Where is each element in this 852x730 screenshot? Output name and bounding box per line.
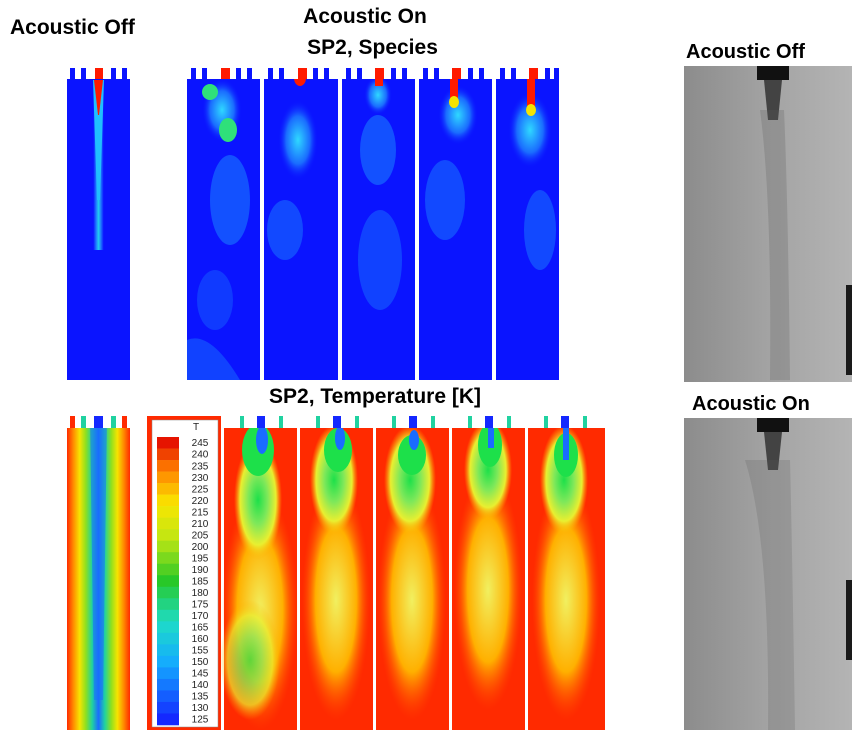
colorbar-swatch	[157, 678, 179, 691]
colorbar-tick-label: 200	[192, 542, 209, 553]
colorbar-swatch	[157, 460, 179, 472]
colorbar-swatch	[157, 655, 179, 668]
photo-acoustic-on-label: Acoustic On	[692, 393, 810, 415]
colorbar-tick-label: 195	[192, 553, 209, 564]
colorbar-swatch	[157, 471, 179, 484]
colorbar-tick-label: 215	[192, 507, 209, 518]
colorbar-swatch	[157, 644, 179, 657]
colorbar-swatch	[157, 540, 179, 553]
species-acoustic-off-panel	[67, 68, 130, 380]
colorbar-swatch	[157, 483, 179, 495]
colorbar-tick-label: 155	[192, 646, 209, 657]
colorbar-swatch	[157, 667, 179, 680]
temperature-acoustic-off-panel	[67, 416, 130, 730]
colorbar-tick-label: 205	[192, 530, 209, 541]
colorbar-swatch	[157, 690, 179, 703]
colorbar-tick-label: 225	[192, 484, 209, 495]
colorbar-swatch	[157, 632, 179, 645]
colorbar-tick-label: 245	[192, 438, 209, 449]
colorbar-tick-label: 175	[192, 599, 209, 610]
colorbar-tick-label: 230	[192, 473, 209, 484]
colorbar-title: T	[193, 422, 199, 433]
colorbar-tick-label: 150	[192, 657, 209, 668]
temperature-acoustic-on-panels: T 24524023523022522021521020520019519018…	[147, 416, 605, 730]
colorbar-swatch	[157, 552, 179, 565]
species-title: SP2, Species	[307, 36, 438, 59]
photo-acoustic-off-label: Acoustic Off	[686, 41, 805, 63]
acoustic-on-title: Acoustic On	[303, 5, 427, 28]
colorbar-swatch	[157, 598, 179, 611]
colorbar-swatch	[157, 713, 179, 726]
colorbar-tick-label: 130	[192, 703, 209, 714]
colorbar-swatch	[157, 529, 179, 541]
colorbar-swatch	[157, 563, 179, 576]
photo-acoustic-on	[684, 418, 852, 730]
colorbar-tick-label: 170	[192, 611, 209, 622]
colorbar-swatch	[157, 448, 179, 461]
colorbar-tick-label: 125	[192, 715, 209, 726]
colorbar-swatch	[157, 506, 179, 518]
colorbar-swatch	[157, 621, 179, 634]
colorbar-swatch	[157, 586, 179, 599]
colorbar-swatch	[157, 494, 179, 507]
colorbar-tick-label: 165	[192, 623, 209, 634]
colorbar-swatch	[157, 609, 179, 622]
species-acoustic-on-panels	[187, 68, 559, 380]
colorbar-swatch	[157, 517, 179, 530]
colorbar-swatch	[157, 437, 179, 449]
colorbar-tick-label: 145	[192, 669, 209, 680]
colorbar-tick-label: 235	[192, 461, 209, 472]
acoustic-off-label: Acoustic Off	[10, 16, 135, 39]
colorbar-tick-label: 240	[192, 450, 209, 461]
colorbar-tick-label: 210	[192, 519, 209, 530]
colorbar-tick-label: 185	[192, 576, 209, 587]
colorbar-swatch	[157, 575, 179, 588]
colorbar-tick-label: 190	[192, 565, 209, 576]
colorbar-tick-label: 220	[192, 496, 209, 507]
temperature-colorbar: T 24524023523022522021521020520019519018…	[147, 416, 221, 730]
colorbar-tick-label: 140	[192, 680, 209, 691]
colorbar-tick-label: 135	[192, 692, 209, 703]
photo-acoustic-off	[684, 66, 852, 382]
colorbar-tick-label: 180	[192, 588, 209, 599]
colorbar-tick-label: 160	[192, 634, 209, 645]
temperature-title: SP2, Temperature [K]	[269, 385, 481, 408]
colorbar-swatch	[157, 701, 179, 714]
